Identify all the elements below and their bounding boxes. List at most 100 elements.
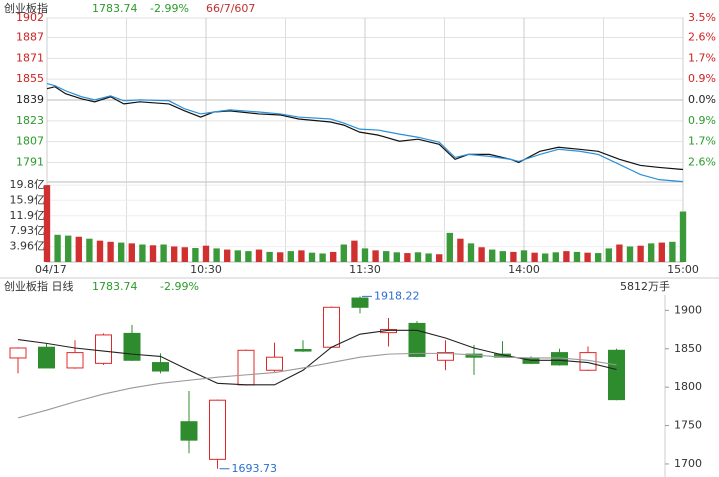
volume-bar bbox=[626, 246, 634, 262]
y-tick-label: 1823 bbox=[16, 114, 44, 127]
y-tick-label: 1900 bbox=[674, 303, 702, 316]
y2-tick-label: 1.7% bbox=[688, 51, 716, 64]
volume-bar bbox=[171, 246, 178, 262]
volume-bar bbox=[658, 242, 665, 262]
y-tick-label: 1871 bbox=[16, 51, 44, 64]
candle-body bbox=[323, 306, 340, 348]
volume-bar bbox=[393, 252, 400, 262]
daily-change: -2.99% bbox=[160, 280, 199, 293]
y-tick-label: 1850 bbox=[674, 342, 702, 355]
volume-bar bbox=[54, 234, 61, 262]
volume-bar bbox=[160, 244, 167, 262]
x-tick-label: 11:30 bbox=[349, 263, 381, 276]
candle-body bbox=[38, 346, 55, 369]
daily-volume: 5812万手 bbox=[620, 279, 670, 293]
candle-body bbox=[152, 362, 169, 372]
volume-bar bbox=[255, 249, 263, 262]
volume-bar bbox=[213, 248, 220, 262]
volume-bar bbox=[489, 249, 496, 262]
volume-bar bbox=[383, 251, 390, 262]
volume-bar bbox=[86, 238, 93, 262]
x-tick-label: 10:30 bbox=[190, 263, 222, 276]
volume-bar bbox=[224, 249, 231, 262]
index-change: -2.99% bbox=[150, 2, 189, 15]
volume-bar bbox=[128, 243, 135, 262]
volume-bar bbox=[542, 253, 549, 262]
annotation: 1918.22 bbox=[374, 289, 420, 302]
candle-body bbox=[66, 352, 84, 369]
volume-bar bbox=[648, 243, 655, 262]
volume-bar bbox=[65, 235, 72, 262]
index-price: 1783.74 bbox=[92, 2, 138, 15]
y2-tick-label: 2.6% bbox=[688, 155, 716, 168]
volume-bar bbox=[330, 251, 337, 262]
volume-bar bbox=[340, 244, 347, 262]
x-tick-label: 14:00 bbox=[508, 263, 540, 276]
candle-body bbox=[209, 399, 226, 460]
candle-body bbox=[237, 349, 255, 386]
daily-title: 创业板指 日线 bbox=[4, 279, 74, 293]
volume-bar bbox=[573, 251, 581, 262]
volume-bar bbox=[266, 251, 273, 262]
volume-bar bbox=[478, 247, 485, 262]
annotation: 1693.73 bbox=[232, 462, 278, 475]
x-tick-label: 15:00 bbox=[667, 263, 699, 276]
volume-bar bbox=[436, 254, 443, 262]
volume-bar bbox=[616, 244, 623, 262]
volume-bar bbox=[139, 244, 146, 262]
volume-bar bbox=[107, 241, 114, 262]
x-tick-label: 04/17 bbox=[35, 263, 67, 276]
candle-body bbox=[180, 421, 198, 441]
volume-bar bbox=[351, 240, 358, 262]
volume-tick-label: 19.8亿 bbox=[10, 178, 46, 191]
volume-bar bbox=[149, 245, 157, 262]
volume-bar bbox=[43, 185, 51, 262]
daily-price: 1783.74 bbox=[92, 280, 138, 293]
candle-body bbox=[294, 349, 312, 352]
y2-tick-label: 0.9% bbox=[688, 72, 716, 85]
price-line bbox=[46, 86, 684, 171]
volume-bar bbox=[520, 250, 528, 262]
volume-bar bbox=[467, 243, 475, 262]
candle-body bbox=[351, 297, 369, 308]
volume-bar bbox=[414, 252, 422, 262]
volume-bar bbox=[118, 242, 125, 262]
candle-body bbox=[408, 322, 426, 357]
y-tick-label: 1902 bbox=[16, 11, 44, 24]
volume-bar bbox=[319, 253, 326, 262]
volume-bar bbox=[637, 245, 644, 262]
volume-bar bbox=[298, 250, 305, 262]
volume-bar bbox=[446, 232, 453, 262]
volume-bar bbox=[372, 250, 379, 262]
volume-bar bbox=[75, 236, 82, 262]
y-tick-label: 1807 bbox=[16, 135, 44, 148]
volume-bar bbox=[499, 251, 506, 262]
volume-bar bbox=[96, 240, 104, 262]
volume-bar bbox=[552, 252, 559, 262]
volume-bar bbox=[679, 211, 687, 262]
volume-bar bbox=[669, 241, 676, 262]
volume-bar bbox=[181, 247, 188, 262]
y2-tick-label: 3.5% bbox=[688, 11, 716, 24]
volume-bar bbox=[457, 238, 464, 262]
candle-body bbox=[437, 352, 454, 361]
volume-bar bbox=[510, 251, 517, 262]
volume-bar bbox=[595, 253, 602, 262]
volume-bar bbox=[245, 251, 252, 262]
volume-tick-label: 3.96亿 bbox=[10, 240, 46, 253]
y2-tick-label: 1.7% bbox=[688, 135, 716, 148]
y-tick-label: 1800 bbox=[674, 380, 702, 393]
volume-bar bbox=[277, 252, 284, 262]
volume-bar bbox=[234, 250, 241, 262]
candle-body bbox=[608, 349, 625, 401]
volume-bar bbox=[605, 248, 612, 262]
y-tick-label: 1855 bbox=[16, 72, 44, 85]
volume-bar bbox=[361, 248, 369, 262]
y-tick-label: 1791 bbox=[16, 155, 44, 168]
breadth: 66/7/607 bbox=[206, 2, 255, 15]
volume-bar bbox=[404, 253, 411, 262]
volume-tick-label: 15.9亿 bbox=[10, 193, 46, 206]
candle-body bbox=[266, 356, 283, 371]
volume-tick-label: 7.93亿 bbox=[10, 224, 46, 237]
